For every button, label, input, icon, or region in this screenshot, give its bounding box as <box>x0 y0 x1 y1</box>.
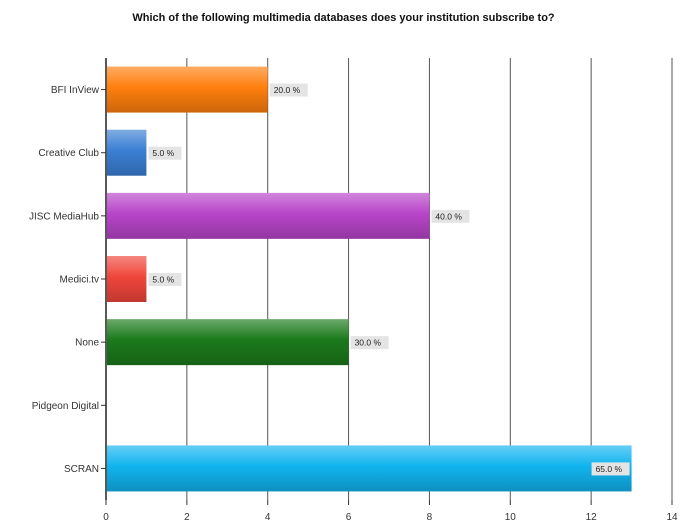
x-tick-label: 0 <box>103 512 109 523</box>
x-tick-label: 4 <box>265 512 271 523</box>
data-label-box <box>591 462 630 476</box>
data-label-box <box>431 209 470 223</box>
data-label-box <box>148 146 182 160</box>
grid-lines <box>186 58 673 500</box>
axes <box>101 58 673 505</box>
data-label: 40.0 % <box>435 211 462 221</box>
bar <box>107 445 632 492</box>
labels: 0 2 4 6 8 10 12 14 BFI InView 20.0 % Creative Club… <box>29 83 678 523</box>
data-label: 65.0 % <box>596 464 623 474</box>
data-label-box <box>148 273 182 286</box>
category-label: Pidgeon Digital <box>32 401 99 412</box>
category-label: Medici.tv <box>60 275 99 286</box>
category-label: None <box>75 338 99 349</box>
data-label: 5.0 % <box>152 148 174 158</box>
chart-title: Which of the following multimedia databa… <box>132 12 555 24</box>
x-tick-label: 8 <box>427 512 433 523</box>
data-label: 30.0 % <box>355 338 382 348</box>
x-tick-label: 2 <box>184 512 190 523</box>
data-label: 20.0 % <box>274 85 301 95</box>
bar <box>107 319 349 366</box>
data-label: 5.0 % <box>152 275 174 285</box>
x-tick-label: 12 <box>586 512 598 523</box>
category-label: Creative Club <box>38 148 99 159</box>
bar <box>107 192 430 239</box>
category-label: BFI InView <box>51 85 100 96</box>
x-tick-label: 6 <box>346 512 352 523</box>
data-label-box <box>350 336 389 350</box>
bar <box>107 129 147 176</box>
x-tick-label: 10 <box>505 512 517 523</box>
data-label-box <box>269 83 308 97</box>
category-label: SCRAN <box>64 464 99 475</box>
bar <box>107 66 268 113</box>
category-label: JISC MediaHub <box>29 211 99 222</box>
x-tick-label: 14 <box>666 512 678 523</box>
bar <box>107 256 147 302</box>
bars <box>107 66 632 492</box>
